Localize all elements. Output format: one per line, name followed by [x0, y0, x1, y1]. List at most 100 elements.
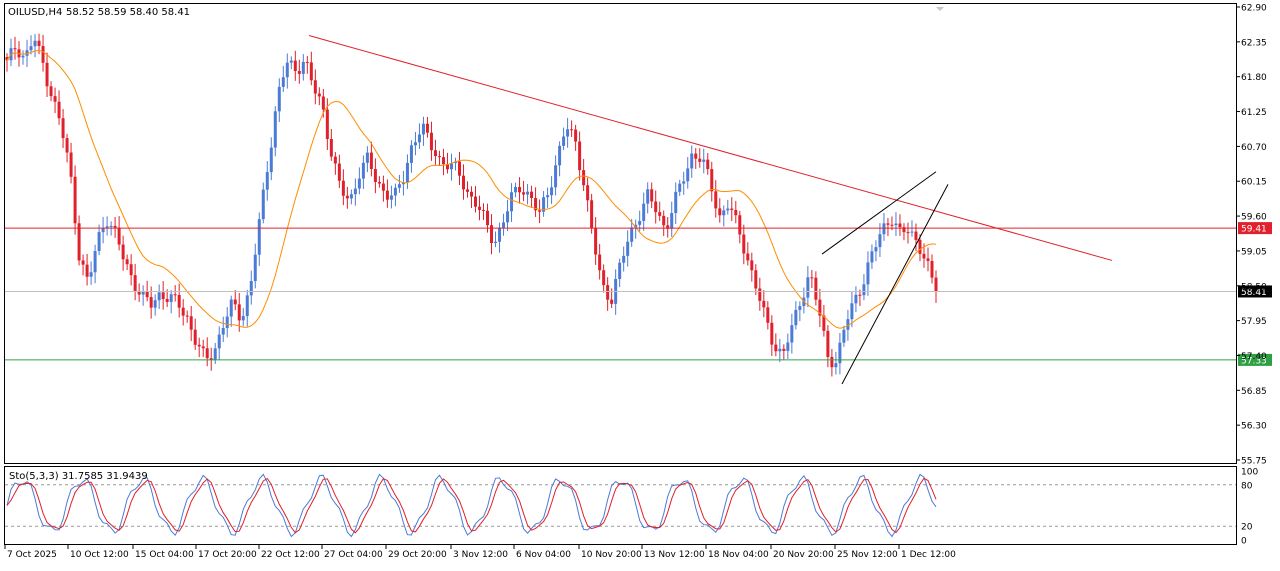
- candle-body: [257, 219, 261, 255]
- candle-body: [506, 211, 510, 223]
- candle-body: [381, 183, 385, 191]
- candle-body: [145, 291, 149, 298]
- candle-body: [141, 291, 145, 295]
- drawing-objects: [308, 35, 1113, 385]
- time-tick-label: 10 Nov 20:00: [581, 550, 642, 560]
- candle-body: [706, 159, 710, 170]
- moving-average-line: [6, 49, 937, 329]
- candle-body: [225, 316, 229, 329]
- candle-body: [309, 62, 313, 81]
- candle-body: [181, 307, 185, 316]
- candle-body: [514, 186, 518, 193]
- wedge-upper-line[interactable]: [821, 171, 937, 255]
- candle-body: [742, 234, 746, 254]
- candle-body: [874, 247, 878, 252]
- time-tick-label: 13 Nov 12:00: [644, 550, 705, 560]
- stochastic-scale-label: 100: [1241, 468, 1258, 478]
- candle-body: [81, 260, 85, 265]
- candle-body: [89, 272, 93, 277]
- candle-body: [894, 223, 898, 226]
- candle-body: [421, 123, 425, 135]
- candle-body: [586, 185, 590, 201]
- candle-body: [782, 348, 786, 351]
- candle-body: [718, 208, 722, 216]
- price-tick-label: 55.75: [1241, 457, 1267, 467]
- price-tick-label: 57.40: [1241, 352, 1267, 362]
- candle-body: [41, 45, 45, 63]
- candle-body: [646, 189, 650, 204]
- candle-body: [269, 147, 273, 173]
- candle-body: [570, 129, 574, 131]
- candle-body: [518, 186, 522, 193]
- candle-body: [638, 220, 642, 225]
- price-tick-label: 56.30: [1241, 422, 1267, 432]
- price-tick-label: 62.90: [1241, 4, 1267, 14]
- level-price-tag-label: 58.41: [1241, 288, 1267, 298]
- candle-body: [281, 77, 285, 87]
- time-tick-label: 1 Dec 12:00: [901, 550, 956, 560]
- stochastic-main-line: [6, 473, 937, 538]
- candle-body: [261, 189, 265, 220]
- stochastic-scale-label: 20: [1241, 523, 1253, 533]
- candle-body: [213, 348, 217, 360]
- candle-body: [934, 277, 938, 292]
- candle-body: [417, 134, 421, 143]
- candle-body: [846, 319, 850, 330]
- candle-body: [273, 111, 277, 148]
- candle-body: [870, 251, 874, 263]
- candle-body: [177, 294, 181, 308]
- candle-body: [790, 325, 794, 343]
- candle-body: [221, 328, 225, 335]
- candle-body: [289, 60, 293, 63]
- candle-body: [926, 258, 930, 261]
- candle-body: [794, 309, 798, 326]
- candle-body: [73, 176, 77, 224]
- time-tick-label: 6 Nov 04:00: [516, 550, 571, 560]
- candle-body: [85, 264, 89, 277]
- candle-body: [602, 270, 606, 286]
- candle-body: [714, 191, 718, 209]
- time-tick-label: 20 Nov 20:00: [773, 550, 834, 560]
- candle-body: [774, 344, 778, 352]
- candle-body: [121, 244, 125, 260]
- level-price-tag: [1238, 353, 1272, 366]
- candle-body: [117, 227, 121, 245]
- candle-body: [798, 306, 802, 310]
- candle-body: [157, 292, 161, 301]
- candle-body: [457, 161, 461, 176]
- candle-body: [866, 262, 870, 285]
- candle-body: [109, 225, 113, 227]
- candle-body: [337, 163, 341, 181]
- stochastic-oscillator: 100 80 20 0: [5, 468, 1258, 547]
- candle-body: [634, 224, 638, 228]
- candle-body: [201, 346, 205, 349]
- chart-shift-marker-icon[interactable]: [936, 7, 944, 11]
- candle-body: [397, 184, 401, 188]
- time-tick-label: 17 Oct 20:00: [198, 550, 257, 560]
- candle-body: [365, 152, 369, 163]
- candle-body: [930, 260, 934, 278]
- candle-body: [630, 227, 634, 242]
- candle-body: [562, 136, 566, 146]
- time-tick-label: 25 Nov 12:00: [837, 550, 898, 560]
- candle-body: [329, 138, 333, 157]
- candle-body: [550, 187, 554, 196]
- candle-body: [910, 231, 914, 233]
- candle-body: [193, 329, 197, 345]
- wedge-lower-line[interactable]: [841, 184, 949, 385]
- descending-trendline[interactable]: [308, 35, 1113, 261]
- candle-body: [862, 284, 866, 296]
- candle-body: [265, 172, 269, 190]
- time-tick-label: 3 Nov 12:00: [453, 550, 508, 560]
- candle-body: [610, 299, 614, 304]
- candle-body: [766, 307, 770, 323]
- candle-body: [842, 329, 846, 343]
- candle-body: [494, 241, 498, 244]
- candle-body: [209, 358, 213, 360]
- candle-body: [498, 227, 502, 242]
- candle-body: [245, 295, 249, 317]
- stochastic-plot-frame: [4, 466, 1237, 545]
- candle-body: [465, 189, 469, 192]
